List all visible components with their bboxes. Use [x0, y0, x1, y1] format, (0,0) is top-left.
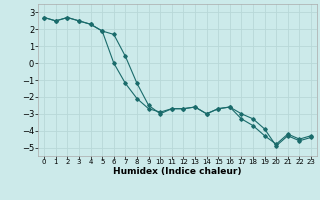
X-axis label: Humidex (Indice chaleur): Humidex (Indice chaleur): [113, 167, 242, 176]
